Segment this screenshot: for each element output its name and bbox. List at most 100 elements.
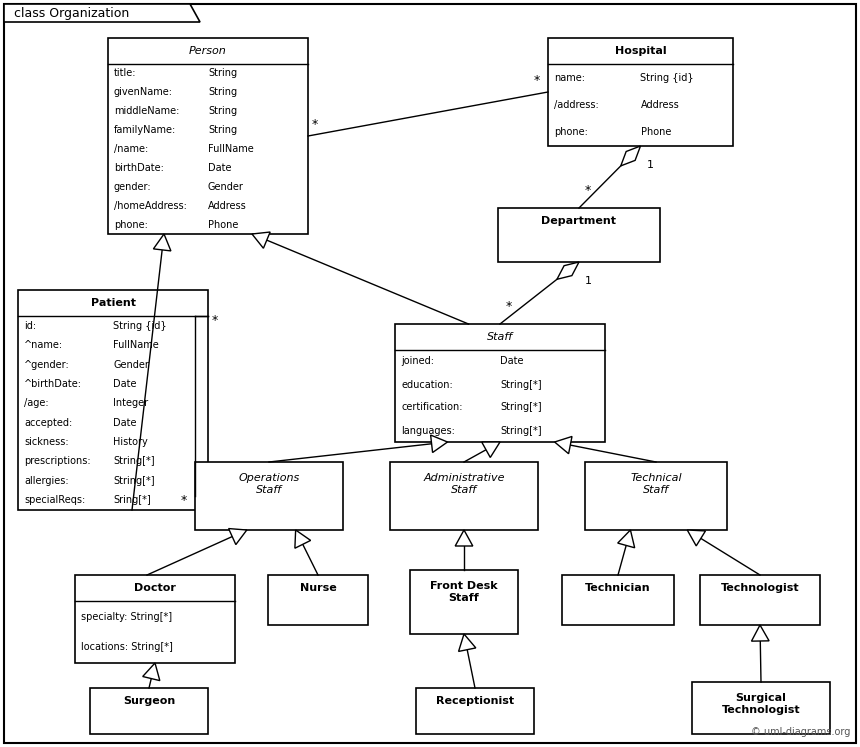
Text: joined:: joined: <box>401 356 434 367</box>
Bar <box>268 575 368 625</box>
Polygon shape <box>455 530 473 546</box>
Text: id:: id: <box>24 320 36 331</box>
Bar <box>692 682 830 734</box>
Text: *: * <box>181 494 187 507</box>
Polygon shape <box>617 530 635 548</box>
Text: Sring[*]: Sring[*] <box>113 495 150 505</box>
Text: Doctor: Doctor <box>134 583 176 593</box>
Text: String[*]: String[*] <box>500 379 542 389</box>
Polygon shape <box>752 625 769 641</box>
Text: *: * <box>585 184 592 197</box>
Text: Hospital: Hospital <box>615 46 666 56</box>
Text: Receptionist: Receptionist <box>436 696 514 706</box>
Text: 1: 1 <box>585 276 592 286</box>
Text: ^name:: ^name: <box>24 340 63 350</box>
Text: gender:: gender: <box>114 182 151 192</box>
Text: givenName:: givenName: <box>114 87 173 97</box>
Polygon shape <box>557 262 579 279</box>
Text: title:: title: <box>114 69 137 78</box>
Bar <box>562 575 674 625</box>
Text: phone:: phone: <box>554 127 588 137</box>
Polygon shape <box>153 234 171 251</box>
Text: Gender: Gender <box>113 359 149 370</box>
Text: Surgeon: Surgeon <box>123 696 175 706</box>
Bar <box>75 575 235 663</box>
Text: Phone: Phone <box>208 220 238 229</box>
Text: String[*]: String[*] <box>500 403 542 412</box>
Text: sickness:: sickness: <box>24 437 69 447</box>
Text: phone:: phone: <box>114 220 148 229</box>
Text: Address: Address <box>641 100 679 110</box>
Text: © uml-diagrams.org: © uml-diagrams.org <box>751 727 850 737</box>
Text: name:: name: <box>554 72 585 83</box>
Bar <box>585 462 727 530</box>
Text: /age:: /age: <box>24 398 49 409</box>
Text: String {id}: String {id} <box>113 320 167 331</box>
Text: ^birthDate:: ^birthDate: <box>24 379 82 389</box>
Text: *: * <box>212 314 218 327</box>
Bar <box>410 570 518 634</box>
Text: birthDate:: birthDate: <box>114 163 164 173</box>
Text: History: History <box>113 437 148 447</box>
Text: class Organization: class Organization <box>14 7 129 20</box>
Bar <box>700 575 820 625</box>
Text: familyName:: familyName: <box>114 125 176 135</box>
Text: Date: Date <box>500 356 524 367</box>
Text: *: * <box>506 300 513 313</box>
Polygon shape <box>431 435 447 453</box>
Text: Technologist: Technologist <box>721 583 799 593</box>
Bar <box>90 688 208 734</box>
Text: Department: Department <box>542 216 617 226</box>
Text: String[*]: String[*] <box>113 476 155 486</box>
Text: *: * <box>312 118 318 131</box>
Text: locations: String[*]: locations: String[*] <box>81 642 173 652</box>
Text: Integer: Integer <box>113 398 148 409</box>
Bar <box>18 290 208 510</box>
Text: Technical
Staff: Technical Staff <box>630 473 682 495</box>
Text: Technician: Technician <box>585 583 651 593</box>
Text: Surgical
Technologist: Surgical Technologist <box>722 693 801 715</box>
Text: ^gender:: ^gender: <box>24 359 70 370</box>
Bar <box>108 38 308 234</box>
Polygon shape <box>555 436 572 453</box>
Bar <box>416 688 534 734</box>
Bar <box>498 208 660 262</box>
Text: FullName: FullName <box>113 340 159 350</box>
Text: specialReqs:: specialReqs: <box>24 495 85 505</box>
Polygon shape <box>687 530 705 546</box>
Polygon shape <box>458 634 476 651</box>
Text: *: * <box>534 74 540 87</box>
Polygon shape <box>482 442 500 457</box>
Text: /name:: /name: <box>114 144 148 154</box>
Text: prescriptions:: prescriptions: <box>24 456 90 466</box>
Text: String: String <box>208 125 237 135</box>
Polygon shape <box>621 146 641 166</box>
Text: 1: 1 <box>647 160 654 170</box>
Bar <box>390 462 538 530</box>
Text: accepted:: accepted: <box>24 418 72 428</box>
Text: String: String <box>208 106 237 117</box>
Text: String: String <box>208 87 237 97</box>
Text: Administrative
Staff: Administrative Staff <box>423 473 505 495</box>
Text: certification:: certification: <box>401 403 463 412</box>
Polygon shape <box>229 529 247 545</box>
Polygon shape <box>143 663 160 681</box>
Text: middleName:: middleName: <box>114 106 180 117</box>
Text: /homeAddress:: /homeAddress: <box>114 201 187 211</box>
Text: Date: Date <box>113 418 137 428</box>
Text: Nurse: Nurse <box>299 583 336 593</box>
Text: Patient: Patient <box>90 298 136 308</box>
Polygon shape <box>252 232 270 248</box>
Text: FullName: FullName <box>208 144 254 154</box>
Text: Operations
Staff: Operations Staff <box>238 473 299 495</box>
Text: languages:: languages: <box>401 426 455 436</box>
Text: Date: Date <box>208 163 231 173</box>
Text: Address: Address <box>208 201 247 211</box>
Text: Staff: Staff <box>487 332 513 342</box>
Text: education:: education: <box>401 379 452 389</box>
Bar <box>195 462 343 530</box>
Text: String: String <box>208 69 237 78</box>
Text: Person: Person <box>189 46 227 56</box>
Text: specialty: String[*]: specialty: String[*] <box>81 612 172 622</box>
Text: String {id}: String {id} <box>641 72 694 83</box>
